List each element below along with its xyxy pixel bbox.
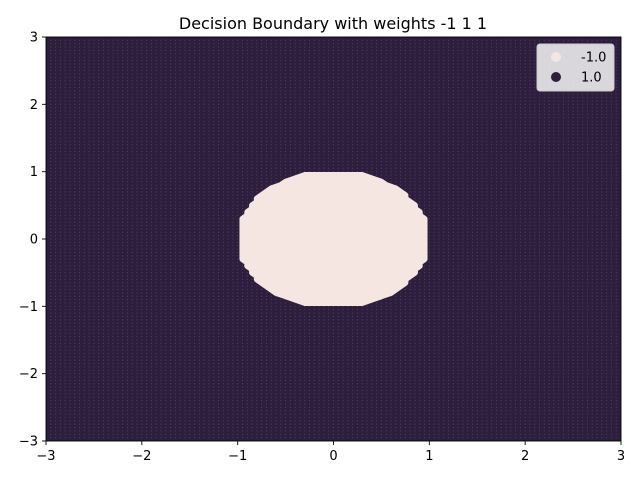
chart-title: Decision Boundary with weights -1 1 1: [179, 14, 487, 33]
plot-area: [46, 37, 621, 441]
y-tick-label: −3: [19, 435, 38, 450]
y-tick-label: 2: [30, 98, 38, 113]
axes: −3 −2 −1 0 1 2 3 −3 −2 −1 0 1 2 3: [19, 31, 625, 465]
y-tick-label: 1: [30, 165, 38, 180]
x-tick-label: −1: [228, 449, 247, 464]
legend-label: 1.0: [581, 71, 602, 86]
legend: -1.0 1.0: [536, 43, 615, 92]
x-tick-label: 1: [425, 449, 433, 464]
y-tick-label: −1: [19, 300, 38, 315]
region-class-neg1: [239, 172, 428, 306]
x-tick-label: 0: [329, 449, 337, 464]
legend-label: -1.0: [581, 51, 606, 66]
y-tick-label: 0: [30, 233, 38, 248]
legend-marker: [551, 72, 561, 82]
x-tick-label: −2: [132, 449, 151, 464]
y-tick-label: −2: [19, 367, 38, 382]
x-tick-label: 3: [617, 449, 625, 464]
x-tick-label: −3: [36, 449, 55, 464]
y-tick-label: 3: [30, 31, 38, 46]
legend-marker: [551, 52, 561, 62]
x-tick-label: 2: [521, 449, 529, 464]
